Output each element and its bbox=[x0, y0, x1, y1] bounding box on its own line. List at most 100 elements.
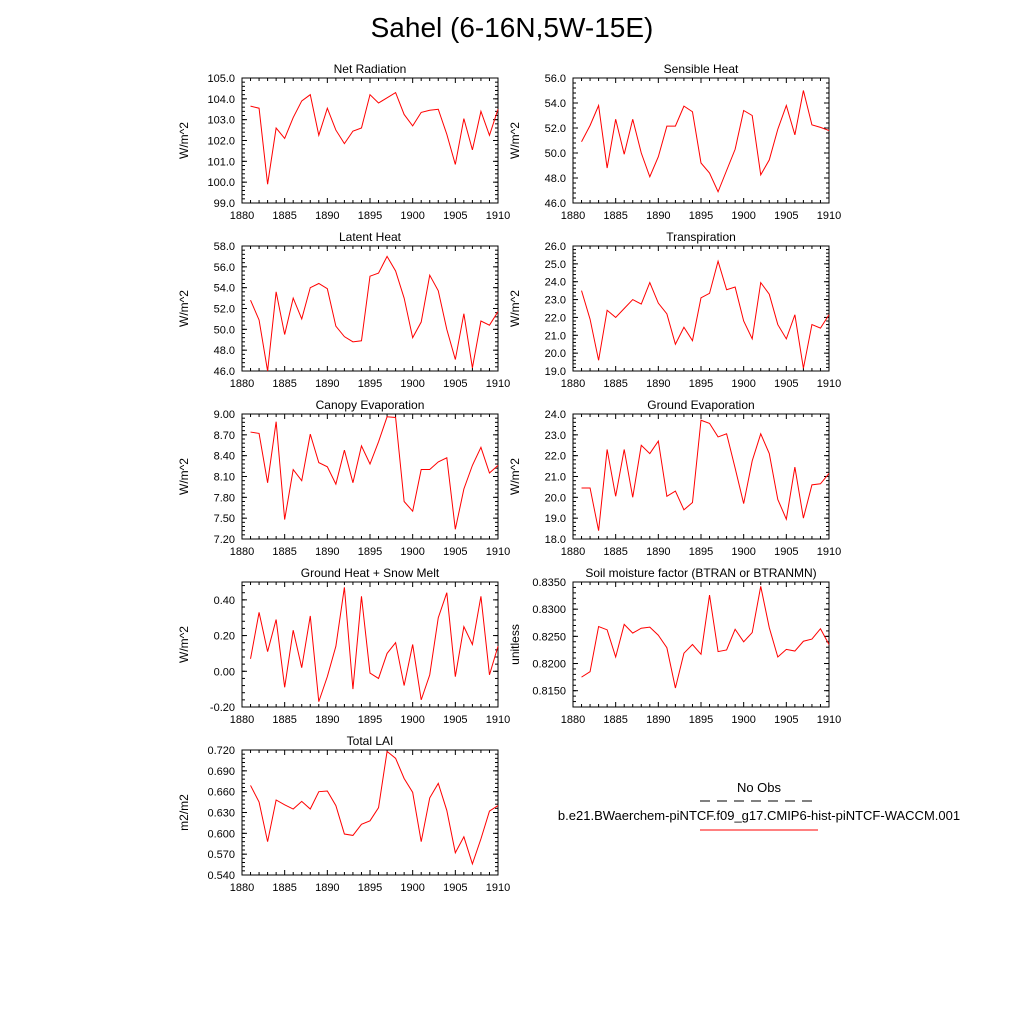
x-tick-label: 1895 bbox=[358, 378, 382, 390]
x-tick-label: 1895 bbox=[358, 546, 382, 558]
y-tick-label: 99.0 bbox=[214, 198, 235, 210]
y-tick-label: 7.20 bbox=[214, 534, 235, 546]
y-axis-label: W/m^2 bbox=[177, 626, 191, 663]
x-tick-label: 1910 bbox=[817, 546, 841, 558]
y-tick-label: 0.20 bbox=[214, 631, 235, 643]
y-tick-label: 103.0 bbox=[207, 115, 235, 127]
panel-title: Net Radiation bbox=[334, 62, 407, 76]
series-line bbox=[250, 416, 499, 530]
panel-sensible-heat: Sensible Heat W/m^2 1880 1885 1890 1895 1900 19… bbox=[508, 62, 841, 222]
panel-ground-heat-snow-melt: Ground Heat + Snow Melt W/m^2 1880 1885 1890… bbox=[177, 566, 510, 726]
x-tick-label: 1905 bbox=[443, 546, 467, 558]
y-axis-label: W/m^2 bbox=[177, 290, 191, 327]
plot-frame bbox=[572, 245, 830, 372]
x-tick-label: 1905 bbox=[443, 882, 467, 894]
y-tick-label: 8.10 bbox=[214, 472, 235, 484]
y-tick-label: 20.0 bbox=[545, 492, 566, 504]
x-tick-label: 1890 bbox=[646, 210, 670, 222]
panel-title: Ground Heat + Snow Melt bbox=[301, 566, 440, 580]
panel-ground-evaporation: Ground Evaporation W/m^2 1880 1885 1890 1895 1… bbox=[508, 398, 841, 558]
x-tick-label: 1885 bbox=[603, 546, 627, 558]
y-tick-label: 0.00 bbox=[214, 666, 235, 678]
x-tick-label: 1890 bbox=[315, 378, 339, 390]
series-line bbox=[250, 255, 499, 372]
panel-soil-moisture-factor-btran-or-btranmn: Soil moisture factor (BTRAN or BTRANMN) u… bbox=[508, 566, 841, 726]
y-tick-label: 0.660 bbox=[207, 787, 235, 799]
y-tick-label: 0.600 bbox=[207, 828, 235, 840]
x-tick-label: 1905 bbox=[774, 546, 798, 558]
series-line bbox=[581, 90, 830, 194]
plot-frame bbox=[241, 413, 499, 540]
x-tick-label: 1895 bbox=[358, 210, 382, 222]
series-line bbox=[581, 419, 830, 531]
panel-title: Latent Heat bbox=[339, 230, 402, 244]
y-tick-label: 0.8150 bbox=[532, 686, 566, 698]
y-tick-label: 22.0 bbox=[545, 312, 566, 324]
y-tick-label: -0.20 bbox=[210, 702, 235, 714]
series-line bbox=[250, 750, 499, 866]
y-tick-label: 52.0 bbox=[214, 304, 235, 316]
y-tick-label: 0.570 bbox=[207, 849, 235, 861]
x-tick-label: 1910 bbox=[817, 714, 841, 726]
y-tick-label: 105.0 bbox=[207, 73, 235, 85]
y-tick-label: 19.0 bbox=[545, 513, 566, 525]
x-tick-label: 1900 bbox=[400, 714, 424, 726]
x-tick-label: 1885 bbox=[272, 714, 296, 726]
x-tick-label: 1885 bbox=[603, 378, 627, 390]
x-tick-label: 1880 bbox=[230, 882, 254, 894]
y-tick-label: 0.720 bbox=[207, 745, 235, 757]
x-tick-label: 1885 bbox=[272, 546, 296, 558]
y-tick-label: 48.0 bbox=[545, 173, 566, 185]
y-tick-label: 21.0 bbox=[545, 330, 566, 342]
x-tick-label: 1885 bbox=[272, 378, 296, 390]
x-tick-label: 1905 bbox=[774, 378, 798, 390]
panel-canopy-evaporation: Canopy Evaporation W/m^2 1880 1885 1890 1895 1… bbox=[177, 398, 510, 558]
y-tick-label: 56.0 bbox=[214, 262, 235, 274]
x-tick-label: 1885 bbox=[272, 210, 296, 222]
x-tick-label: 1910 bbox=[486, 378, 510, 390]
x-tick-label: 1880 bbox=[230, 210, 254, 222]
y-tick-label: 23.0 bbox=[545, 430, 566, 442]
x-tick-label: 1900 bbox=[400, 378, 424, 390]
panel-latent-heat: Latent Heat W/m^2 1880 1885 1890 1895 1900 1905… bbox=[177, 230, 510, 390]
y-axis-label: unitless bbox=[508, 624, 522, 665]
x-tick-label: 1880 bbox=[230, 546, 254, 558]
plot-frame bbox=[572, 77, 830, 204]
x-tick-label: 1890 bbox=[646, 378, 670, 390]
y-tick-label: 0.8250 bbox=[532, 631, 566, 643]
y-tick-label: 100.0 bbox=[207, 177, 235, 189]
y-tick-label: 46.0 bbox=[214, 366, 235, 378]
y-axis-label: W/m^2 bbox=[508, 122, 522, 159]
y-axis-label: m2/m2 bbox=[177, 794, 191, 831]
series-line bbox=[581, 586, 830, 689]
y-tick-label: 0.690 bbox=[207, 766, 235, 778]
y-tick-label: 7.80 bbox=[214, 492, 235, 504]
plot-frame bbox=[572, 413, 830, 540]
y-tick-label: 58.0 bbox=[214, 241, 235, 253]
x-tick-label: 1890 bbox=[646, 546, 670, 558]
x-tick-label: 1895 bbox=[689, 210, 713, 222]
x-tick-label: 1880 bbox=[561, 714, 585, 726]
y-tick-label: 50.0 bbox=[214, 324, 235, 336]
panel-title: Transpiration bbox=[666, 230, 736, 244]
y-tick-label: 19.0 bbox=[545, 366, 566, 378]
y-tick-label: 50.0 bbox=[545, 148, 566, 160]
y-tick-label: 0.8350 bbox=[532, 577, 566, 589]
y-axis-label: W/m^2 bbox=[508, 458, 522, 495]
y-tick-label: 0.540 bbox=[207, 870, 235, 882]
panel-title: Total LAI bbox=[347, 734, 394, 748]
x-tick-label: 1880 bbox=[561, 546, 585, 558]
y-tick-label: 54.0 bbox=[545, 98, 566, 110]
legend-obs-label: No Obs bbox=[737, 780, 782, 795]
x-tick-label: 1900 bbox=[400, 210, 424, 222]
y-tick-label: 0.40 bbox=[214, 595, 235, 607]
y-tick-label: 0.630 bbox=[207, 808, 235, 820]
x-tick-label: 1900 bbox=[731, 210, 755, 222]
y-tick-label: 48.0 bbox=[214, 345, 235, 357]
y-tick-label: 8.70 bbox=[214, 430, 235, 442]
x-tick-label: 1880 bbox=[561, 210, 585, 222]
x-tick-label: 1890 bbox=[315, 714, 339, 726]
y-tick-label: 9.00 bbox=[214, 409, 235, 421]
y-tick-label: 54.0 bbox=[214, 283, 235, 295]
